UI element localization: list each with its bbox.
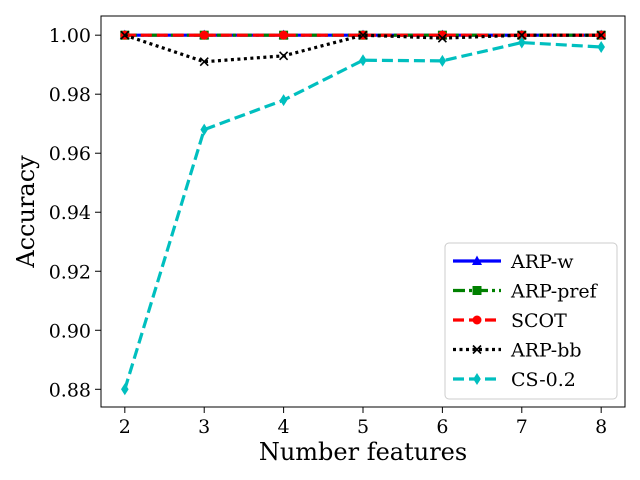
data-point-arp-bb — [517, 30, 527, 40]
data-point-arp-bb — [120, 30, 130, 40]
legend-entry-arp-pref: ARP-pref — [453, 281, 599, 303]
data-point-arp-bb — [596, 30, 606, 40]
legend-label: ARP-bb — [510, 340, 582, 362]
x-axis-label: Number features — [259, 438, 467, 466]
data-point-cs-0-2 — [279, 94, 288, 107]
y-tick-label: 0.92 — [49, 261, 91, 283]
data-point-cs-0-2 — [359, 54, 367, 67]
y-tick-label: 0.90 — [49, 320, 91, 342]
legend-entry-arp-bb: ARP-bb — [453, 340, 582, 362]
data-point-scot — [199, 30, 209, 40]
x-tick-label: 3 — [198, 416, 210, 438]
x-tick-label: 5 — [357, 416, 369, 438]
legend-label: ARP-pref — [510, 281, 599, 303]
plot-frame — [100, 15, 626, 408]
legend-label: CS-0.2 — [511, 369, 576, 391]
series-cs-0-2 — [121, 36, 605, 396]
data-point-cs-0-2 — [200, 123, 209, 136]
data-point-arp-bb — [279, 51, 289, 61]
x-tick-label: 2 — [119, 416, 131, 438]
ticks-layer: 2 3 4 5 6 7 8 0.88 0.90 0.92 0.94 0.96 0.98 1.00 — [49, 25, 608, 438]
legend-marker — [472, 344, 482, 355]
legend-entry-arp-w: ARP-w — [453, 251, 574, 273]
data-point-cs-0-2 — [121, 383, 129, 396]
x-tick-label: 6 — [436, 416, 448, 438]
y-tick-label: 0.94 — [49, 202, 91, 224]
data-point-arp-bb — [358, 30, 368, 40]
x-tick-label: 7 — [516, 416, 528, 438]
legend-entry-cs-0-2: CS-0.2 — [453, 369, 576, 391]
data-point-cs-0-2 — [438, 54, 447, 67]
y-axis-label: Accuracy — [12, 155, 40, 269]
data-point-arp-bb — [199, 57, 209, 67]
legend-label: ARP-w — [510, 251, 574, 273]
legend-marker — [472, 315, 482, 325]
x-tick-label: 4 — [278, 416, 290, 438]
legend-marker — [472, 286, 482, 295]
legend-box — [444, 242, 618, 400]
legend: ARP-w ARP-pref SCOT ARP-bb CS-0.2 — [444, 242, 618, 400]
y-tick-label: 0.98 — [49, 84, 91, 106]
x-tick-label: 8 — [595, 416, 607, 438]
data-point-cs-0-2 — [597, 40, 605, 53]
series-arp-bb — [120, 30, 606, 67]
y-tick-label: 0.88 — [49, 379, 91, 401]
legend-label: SCOT — [511, 310, 567, 332]
data-point-arp-bb — [437, 33, 447, 43]
y-tick-label: 0.96 — [49, 143, 91, 165]
legend-marker — [472, 255, 482, 265]
y-tick-label: 1.00 — [49, 25, 91, 47]
legend-entry-scot: SCOT — [453, 310, 567, 332]
data-point-scot — [279, 30, 289, 40]
legend-marker — [473, 373, 481, 385]
series-layer — [119, 29, 607, 396]
data-point-cs-0-2 — [517, 36, 526, 49]
